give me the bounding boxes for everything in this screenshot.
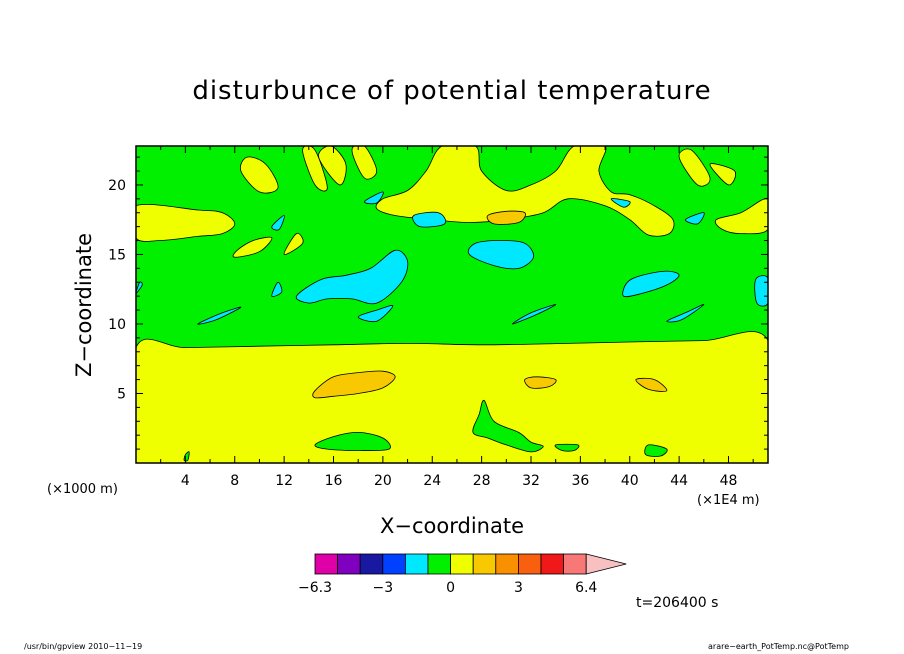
- contour-region-moderate_positive-12: [312, 370, 396, 399]
- colorbar-swatch: [382, 553, 406, 575]
- contour-region-positive-8: [678, 148, 711, 187]
- contour-region-positive-9: [709, 163, 737, 186]
- footer-program-date: /usr/bin/gpview 2010−11−19: [24, 642, 143, 651]
- colorbar-swatch: [495, 553, 519, 575]
- x-tick-label: 20: [374, 473, 392, 489]
- contour-region-positive-3: [714, 198, 768, 235]
- chart-title: disturbunce of potential temperature: [192, 76, 712, 106]
- colorbar: −6.3 −3 0 3 6.4: [298, 553, 627, 596]
- contour-region-negative-34: [666, 304, 705, 323]
- colorbar-swatch: [427, 553, 452, 575]
- contour-regions: [136, 146, 768, 463]
- colorbar-swatch: [450, 553, 474, 575]
- x-tick-label: 24: [423, 473, 441, 489]
- x-tick-label: 32: [522, 473, 540, 489]
- contour-region-negative-29: [363, 191, 384, 205]
- x-tick-label: 4: [181, 473, 190, 489]
- x-tick-label: 28: [473, 473, 491, 489]
- contour-region-negative-25: [754, 275, 768, 307]
- y-tick-label: 20: [108, 178, 126, 194]
- plot-frame: [135, 145, 769, 464]
- contour-region-negative-27: [357, 305, 394, 323]
- colorbar-label: 3: [514, 580, 523, 596]
- contour-region-positive-2: [375, 146, 675, 237]
- colorbar-label: −3: [372, 580, 393, 596]
- y-tick-label: 10: [108, 317, 126, 333]
- y-ticks: 5 10 15 20: [108, 156, 768, 450]
- contour-region-negative-24: [622, 270, 680, 298]
- x-tick-label: 40: [621, 473, 639, 489]
- contour-region-positive-10: [232, 236, 273, 258]
- x-axis-unit-left: (×1000 m): [47, 482, 118, 497]
- colorbar-swatch: [540, 553, 565, 575]
- contour-region-moderate_positive-13: [524, 376, 557, 389]
- colorbar-swatch: [337, 553, 361, 575]
- footer-source-file: arare−earth_PotTemp.nc@PotTemp: [708, 642, 849, 651]
- colorbar-label: 0: [446, 580, 455, 596]
- contour-region-negative-22: [467, 240, 535, 270]
- x-ticks: 4 8 12 16 20 24 28 32 36 40 44 48: [160, 146, 754, 489]
- colorbar-label: −6.3: [298, 580, 332, 596]
- x-tick-label: 16: [325, 473, 343, 489]
- contour-region-positive-0: [136, 331, 768, 463]
- y-tick-label: 15: [108, 247, 126, 263]
- colorbar-swatch: [472, 553, 497, 575]
- colorbar-swatch: [563, 553, 587, 575]
- contour-region-negative-23: [412, 211, 447, 228]
- contour-region-negative-32: [684, 212, 705, 225]
- colorbar-swatch: [314, 553, 339, 575]
- contour-region-negative-26: [136, 281, 143, 294]
- contour-region-negative-21: [295, 249, 409, 305]
- x-tick-label: 36: [571, 473, 589, 489]
- contour-region-positive-4: [240, 156, 279, 194]
- x-tick-label: 12: [275, 473, 293, 489]
- x-tick-label: 44: [670, 473, 688, 489]
- colorbar-label: 6.4: [575, 580, 597, 596]
- contour-region-negative-35: [271, 281, 283, 297]
- x-axis-label: X−coordinate: [380, 514, 524, 538]
- contour-region-moderate_positive-15: [486, 210, 526, 225]
- contour-region-positive-1: [136, 203, 236, 242]
- contour-region-negative-31: [610, 198, 631, 208]
- colorbar-swatch: [518, 553, 542, 575]
- contour-region-background-19: [644, 444, 668, 457]
- x-tick-label: 8: [230, 473, 239, 489]
- contour-region-negative-33: [197, 306, 242, 325]
- colorbar-swatch: [359, 553, 384, 575]
- contour-region-positive-11: [283, 232, 304, 255]
- contour-region-positive-7: [351, 146, 378, 180]
- colorbar-arrow: [585, 553, 627, 575]
- contour-region-background-17: [472, 399, 544, 453]
- contour-region-background-16: [314, 431, 391, 452]
- contour-region-negative-28: [512, 304, 557, 325]
- contour-region-negative-30: [271, 215, 285, 231]
- x-tick-label: 48: [720, 473, 738, 489]
- y-tick-label: 5: [117, 386, 126, 402]
- contour-region-moderate_positive-14: [635, 377, 668, 392]
- x-axis-unit-right: (×1E4 m): [697, 493, 760, 508]
- time-label: t=206400 s: [636, 595, 719, 611]
- contour-region-background-18: [554, 443, 580, 452]
- colorbar-swatch: [404, 553, 429, 575]
